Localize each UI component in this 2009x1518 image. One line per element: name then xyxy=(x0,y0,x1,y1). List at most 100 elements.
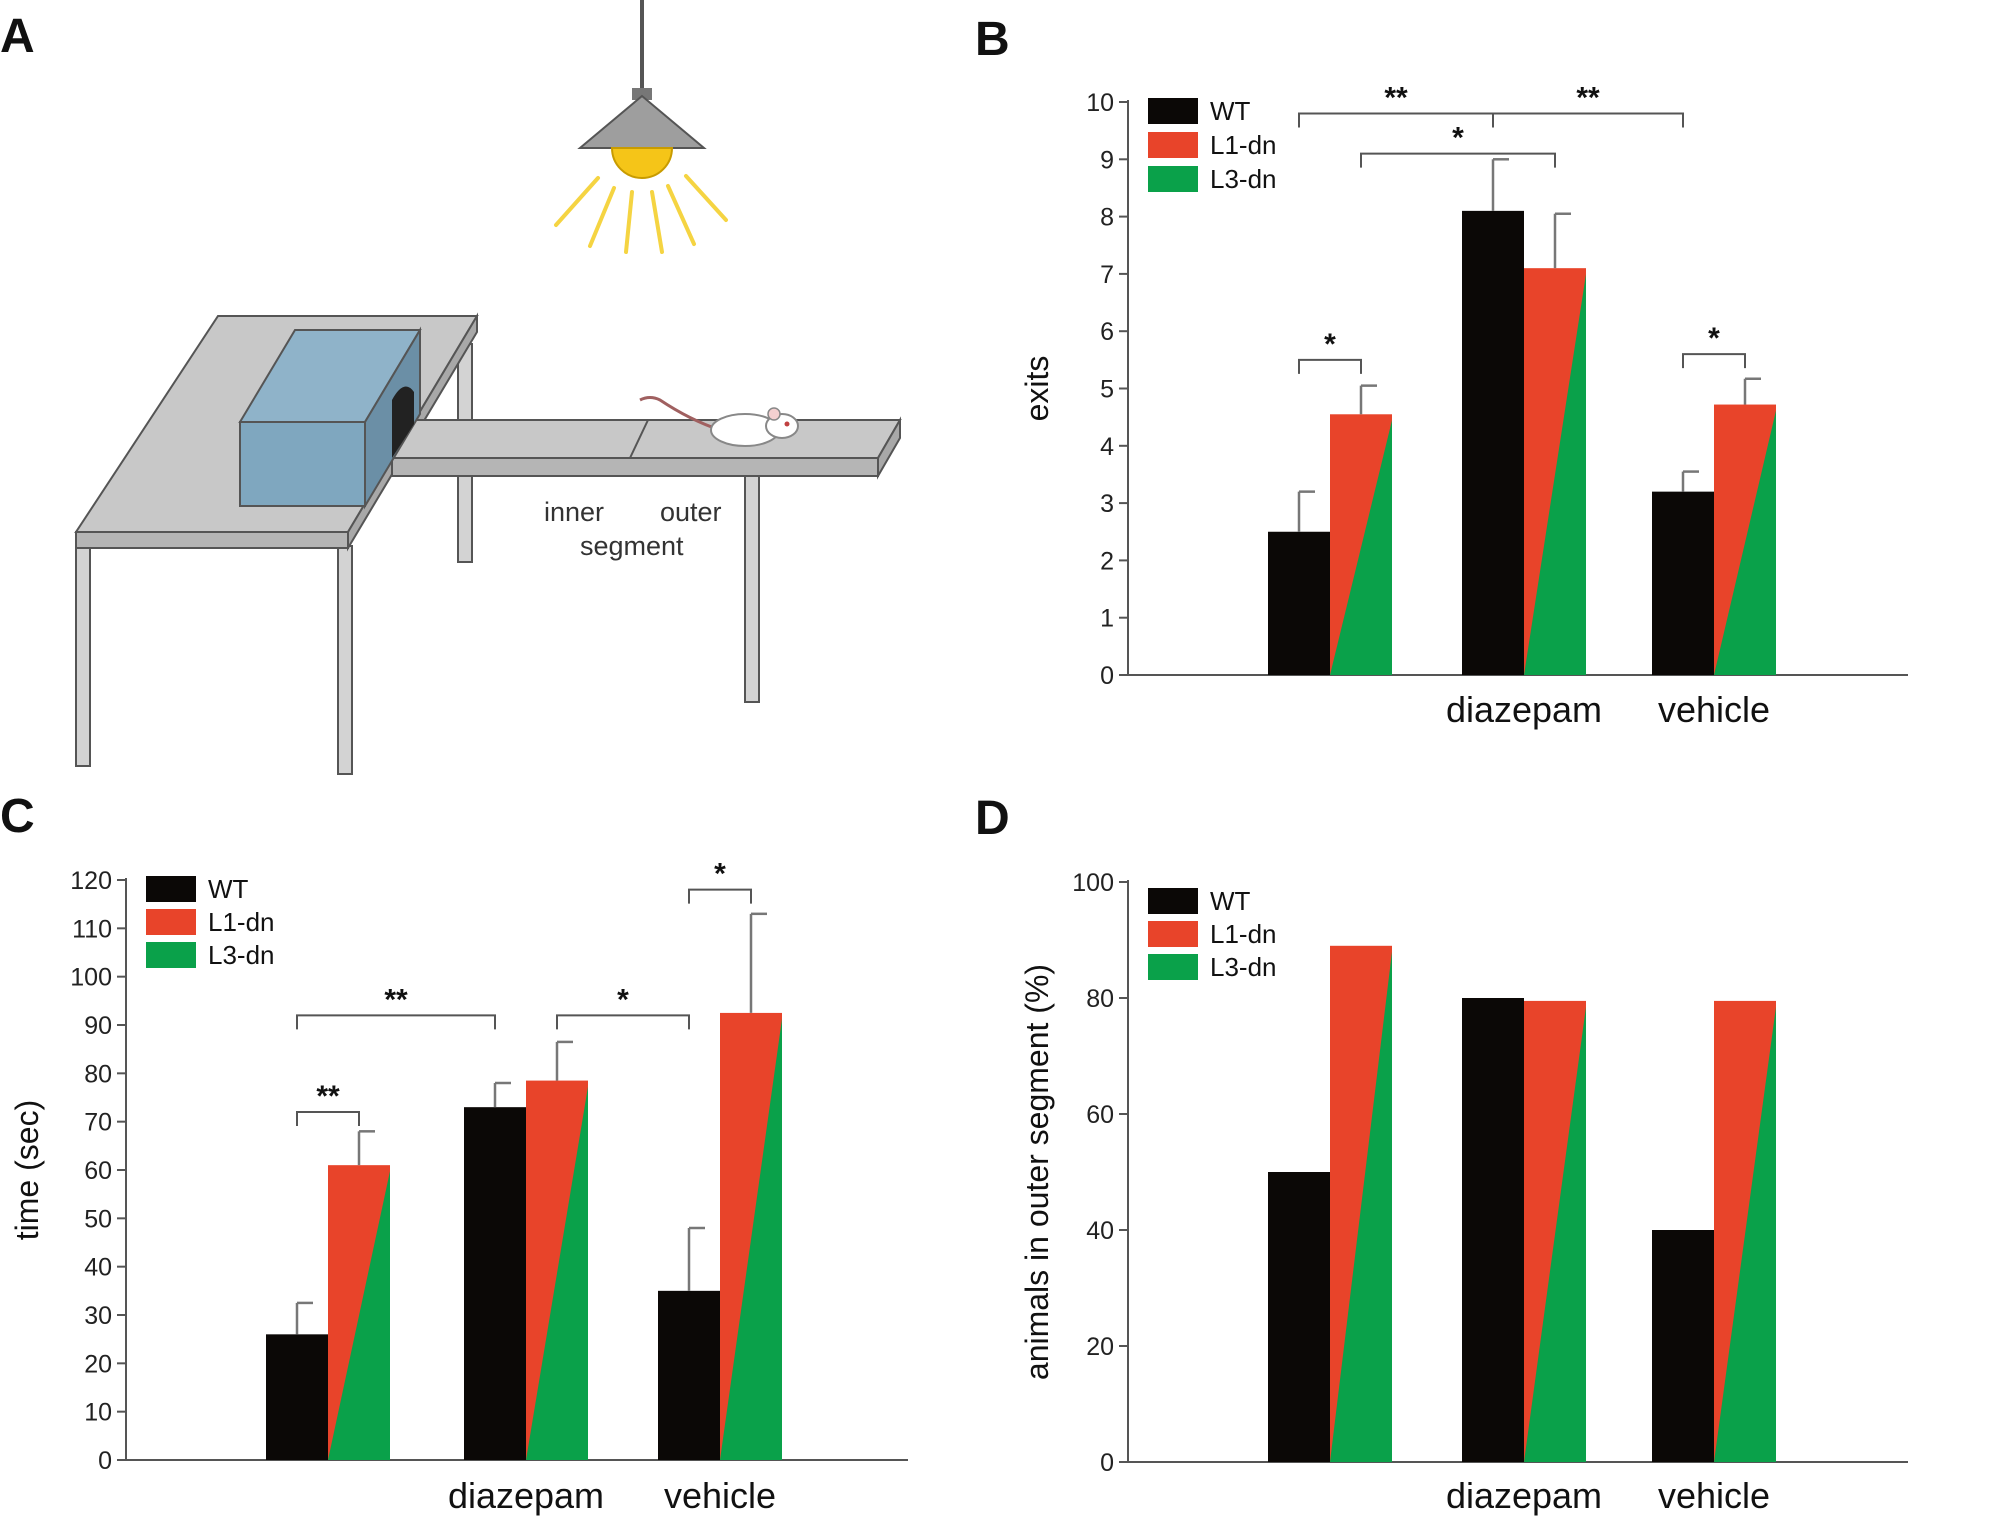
y-tick-label: 0 xyxy=(1100,662,1114,690)
bar-wt xyxy=(464,1107,526,1460)
chart-b: 0 1 2 3 4 5 6 7 8 9 10 exits diazepam vehicle WT L1-dn L… xyxy=(1019,81,1908,730)
y-tick-label: 40 xyxy=(1086,1217,1114,1245)
y-tick-label: 60 xyxy=(84,1157,112,1185)
label-outer: outer xyxy=(660,497,722,527)
legend-swatch-l1-dn xyxy=(1148,921,1198,947)
significance-bracket xyxy=(1298,112,1494,128)
y-axis-label: animals in outer segment (%) xyxy=(1019,964,1055,1380)
legend-swatch-l3-dn xyxy=(1148,954,1198,980)
y-tick-label: 0 xyxy=(98,1447,112,1475)
y-tick-label: 100 xyxy=(70,964,112,992)
category-label: diazepam xyxy=(1446,689,1602,730)
category-label: diazepam xyxy=(1446,1475,1602,1516)
panel-b-letter: B xyxy=(975,13,1010,66)
y-tick-label: 50 xyxy=(84,1205,112,1233)
bar-wt xyxy=(1268,1172,1330,1462)
bar-l3-dn xyxy=(1524,1006,1586,1462)
legend-label: L3-dn xyxy=(1210,952,1277,982)
category-label: vehicle xyxy=(664,1475,776,1516)
mouse-icon xyxy=(639,396,799,447)
y-tick-label: 1 xyxy=(1100,605,1114,633)
legend-swatch-wt xyxy=(146,876,196,902)
bar-wt xyxy=(1462,210,1524,675)
significance-bracket xyxy=(296,1111,360,1126)
bar-wt xyxy=(1652,1230,1714,1462)
panel-a: A xyxy=(0,0,902,775)
significance-label: ** xyxy=(1384,81,1408,114)
legend-label: L3-dn xyxy=(1210,164,1277,194)
lamp-icon xyxy=(554,0,728,254)
y-tick-label: 9 xyxy=(1100,146,1114,174)
bar-wt xyxy=(658,1290,720,1460)
significance-label: ** xyxy=(316,1080,340,1113)
legend-label: L3-dn xyxy=(208,940,275,970)
bar-wt xyxy=(1268,531,1330,675)
legend-label: WT xyxy=(208,874,249,904)
bar-l3-dn xyxy=(328,1171,390,1460)
bar-wt xyxy=(1462,998,1524,1462)
bar-l3-dn xyxy=(526,1086,588,1460)
legend-swatch-wt xyxy=(1148,888,1198,914)
y-tick-label: 80 xyxy=(84,1060,112,1088)
significance-label: * xyxy=(1708,322,1720,355)
y-tick-label: 0 xyxy=(1100,1449,1114,1477)
y-tick-label: 2 xyxy=(1100,547,1114,575)
significance-bracket xyxy=(1682,353,1746,369)
bar-l3-dn xyxy=(1330,951,1392,1462)
panel-c: C 0 10 20 30 40 50 60 70 80 90 100 110 120 time (sec)… xyxy=(0,790,908,1516)
label-segment: segment xyxy=(580,531,684,561)
significance-bracket xyxy=(296,1014,496,1030)
y-tick-label: 10 xyxy=(84,1399,112,1427)
chart-c: 0 10 20 30 40 50 60 70 80 90 100 110 120 time (sec) di… xyxy=(9,858,908,1516)
panel-d-letter: D xyxy=(975,792,1010,845)
significance-label: ** xyxy=(1576,81,1600,114)
y-tick-label: 5 xyxy=(1100,376,1114,404)
significance-bracket xyxy=(1298,358,1362,374)
legend-swatch-l3-dn xyxy=(146,942,196,968)
significance-bracket xyxy=(556,1014,690,1030)
y-tick-label: 7 xyxy=(1100,261,1114,289)
shelter-box xyxy=(238,326,422,510)
panel-c-letter: C xyxy=(0,790,35,843)
y-tick-label: 30 xyxy=(84,1302,112,1330)
y-tick-label: 80 xyxy=(1086,985,1114,1013)
significance-label: * xyxy=(1452,122,1464,155)
y-tick-label: 20 xyxy=(84,1350,112,1378)
category-label: diazepam xyxy=(448,1475,604,1516)
y-tick-label: 6 xyxy=(1100,318,1114,346)
bar-l3-dn xyxy=(1714,1006,1776,1462)
open-arm xyxy=(390,416,902,480)
y-tick-label: 110 xyxy=(72,915,112,943)
panel-b: B 0 1 2 3 4 5 6 7 8 9 10 exits diazepam vehicle WT L1-d… xyxy=(975,13,1908,730)
legend-swatch-l1-dn xyxy=(146,909,196,935)
legend-swatch-l3-dn xyxy=(1148,166,1198,192)
category-label: vehicle xyxy=(1658,1475,1770,1516)
bar-l3-dn xyxy=(1714,410,1776,675)
y-tick-label: 4 xyxy=(1100,433,1114,461)
bar-l3-dn xyxy=(720,1018,782,1460)
y-tick-label: 3 xyxy=(1100,490,1114,518)
legend-swatch-l1-dn xyxy=(1148,132,1198,158)
significance-bracket xyxy=(1360,152,1556,168)
y-tick-label: 10 xyxy=(1086,89,1114,117)
legend-label: L1-dn xyxy=(1210,919,1277,949)
y-tick-label: 60 xyxy=(1086,1101,1114,1129)
chart-d: 0 20 40 60 80 100 animals in outer segment (%)… xyxy=(1019,869,1908,1516)
legend-label: WT xyxy=(1210,886,1251,916)
y-tick-label: 70 xyxy=(84,1109,112,1137)
y-tick-label: 20 xyxy=(1086,1333,1114,1361)
y-tick-label: 100 xyxy=(1072,869,1114,897)
legend-label: L1-dn xyxy=(1210,130,1277,160)
label-inner: inner xyxy=(544,497,604,527)
bar-wt xyxy=(1652,491,1714,675)
significance-bracket xyxy=(1492,112,1684,128)
significance-label: ** xyxy=(384,983,408,1016)
significance-label: * xyxy=(617,983,629,1016)
y-axis-label: exits xyxy=(1019,356,1055,422)
panel-a-letter: A xyxy=(0,10,35,63)
y-axis-label: time (sec) xyxy=(9,1100,45,1240)
significance-label: * xyxy=(1324,328,1336,361)
y-tick-label: 90 xyxy=(84,1012,112,1040)
bar-l3-dn xyxy=(1524,274,1586,675)
significance-label: * xyxy=(714,858,726,891)
